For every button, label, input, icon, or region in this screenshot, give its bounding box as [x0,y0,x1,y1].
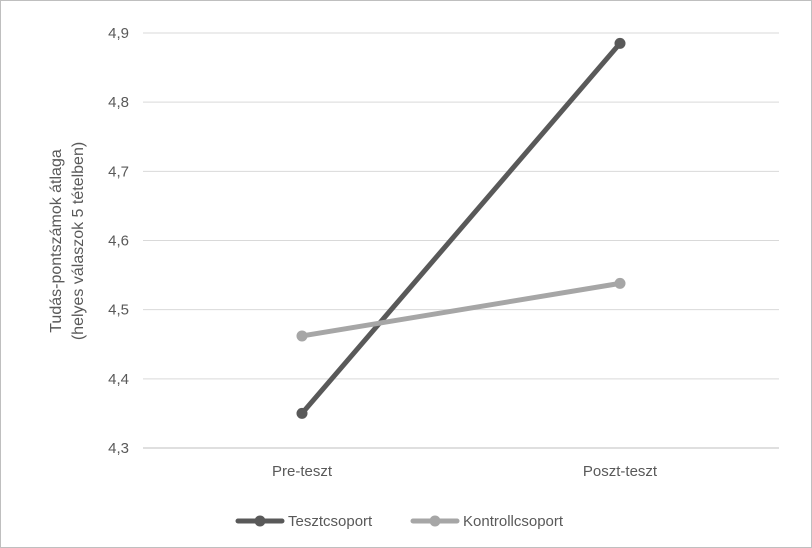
data-point [614,277,626,289]
series-tesztcsoport [296,37,626,419]
gridlines [143,32,779,449]
y-tick-label: 4,3 [108,440,129,457]
legend-item-tesztcsoport: Tesztcsoport [235,513,373,530]
y-axis-title-line-2: (helyes válaszok 5 tételben) [70,142,87,340]
y-tick-label: 4,7 [108,163,129,180]
y-tick-label: 4,4 [108,371,129,388]
y-axis-title: Tudás-pontszámok átlaga (helyes válaszok… [48,142,87,340]
y-axis-tick-labels: 4,3 4,4 4,5 4,6 4,7 4,8 4,9 [108,25,129,457]
series-lines [296,37,626,419]
series-line [299,40,623,416]
legend-item-kontrollcsoport: Kontrollcsoport [410,513,564,530]
data-point [296,407,308,419]
legend-marker [429,515,441,527]
y-tick-label: 4,6 [108,233,129,250]
legend-label: Kontrollcsoport [463,513,564,530]
legend: Tesztcsoport Kontrollcsoport [235,513,564,530]
y-tick-label: 4,9 [108,25,129,42]
x-tick-label: Pre-teszt [272,463,333,480]
legend-label: Tesztcsoport [288,513,373,530]
legend-marker [254,515,266,527]
data-point [296,330,308,342]
series-kontrollcsoport [296,277,626,342]
series-line [299,280,623,339]
y-axis-title-line-1: Tudás-pontszámok átlaga [48,149,65,333]
x-tick-label: Poszt-teszt [583,463,658,480]
y-tick-label: 4,5 [108,302,129,319]
y-tick-label: 4,8 [108,94,129,111]
x-axis-tick-labels: Pre-teszt Poszt-teszt [272,463,658,480]
data-point [614,37,626,49]
